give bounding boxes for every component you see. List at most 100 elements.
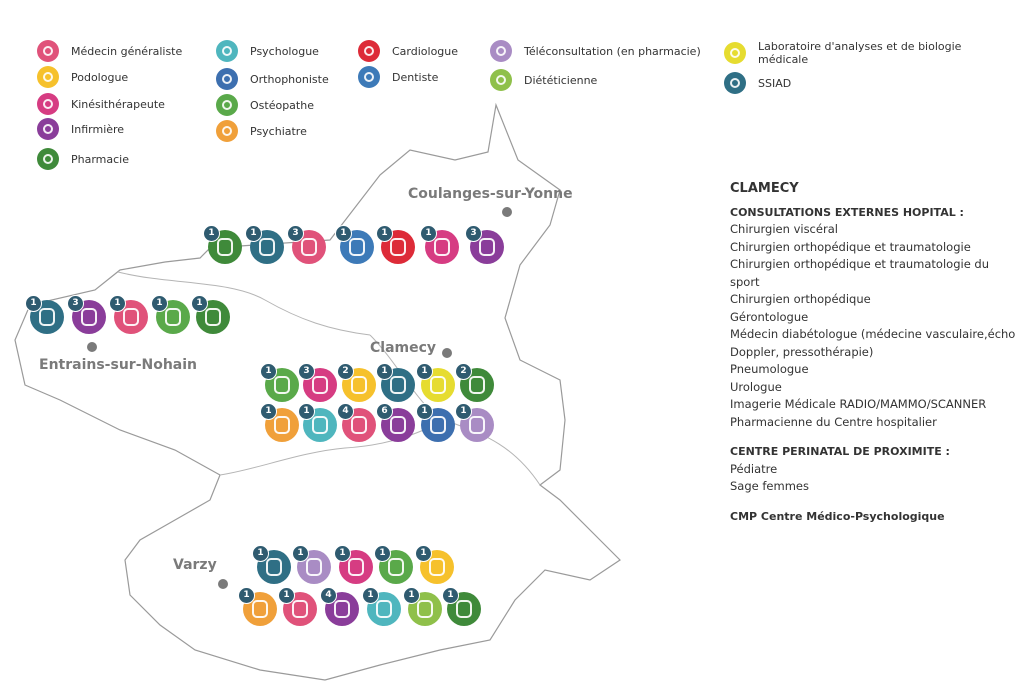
count-badge: 3 [298, 363, 315, 380]
legend-label: Cardiologue [392, 44, 459, 58]
town-label-entrains: Entrains-sur-Nohain [39, 357, 198, 373]
legend-label: Kinésithérapeute [71, 97, 165, 111]
syringe-marker: 6 [376, 403, 415, 442]
section-title-consultations: CONSULTATIONS EXTERNES HOPITAL : [730, 205, 964, 219]
legend-label: Orthophoniste [250, 72, 329, 86]
legend-label: Infirmière [71, 122, 125, 136]
count-badge: 1 [374, 545, 391, 562]
town-label-coulanges: Coulanges-sur-Yonne [408, 186, 573, 202]
house-marker: 1 [245, 225, 284, 264]
legend-item: Cardiologue [358, 40, 458, 62]
count-badge: 1 [238, 587, 255, 604]
legend-item: Kinésithérapeute [37, 93, 165, 115]
town-dot-entrains [87, 342, 97, 352]
osteopath-marker: 1 [374, 545, 413, 584]
syringe-icon [37, 118, 59, 140]
foot-icon [37, 66, 59, 88]
legend-item: Laboratoire d'analyses et de biologie mé… [724, 40, 964, 66]
head-brain-marker: 1 [260, 403, 299, 442]
legend-item: Psychologue [216, 40, 319, 62]
town-dot-clamecy [442, 348, 452, 358]
heart-icon [358, 40, 380, 62]
legend-item: Diététicienne [490, 69, 597, 91]
count-badge: 4 [337, 403, 354, 420]
count-badge: 1 [376, 225, 393, 242]
apple-marker: 1 [403, 587, 442, 626]
count-badge: 1 [25, 295, 42, 312]
count-badge: 1 [416, 363, 433, 380]
panel-list-item: Médecin diabétologue (médecine vasculair… [730, 327, 1016, 359]
count-badge: 1 [420, 225, 437, 242]
section-title-perinatal: CENTRE PERINATAL DE PROXIMITE : [730, 445, 950, 458]
panel-list-item: Chirurgien viscéral [730, 222, 838, 236]
perinatal-list: Pédiatre Sage femmes [730, 461, 1020, 496]
panel-list-item: Chirurgien orthopédique et traumatologie [730, 239, 971, 254]
section-title-cmp: CMP Centre Médico-Psychologique [730, 509, 945, 523]
pharmacy-cross-icon [37, 148, 59, 170]
count-badge: 3 [287, 225, 304, 242]
house-marker: 1 [25, 295, 64, 334]
monitor-marker: 1 [292, 545, 331, 584]
pharmacy-cross-marker: 1 [442, 587, 481, 626]
stethoscope-marker: 1 [109, 295, 148, 334]
legend-label: Médecin généraliste [71, 44, 183, 58]
stethoscope-marker: 4 [337, 403, 376, 442]
legend-item: Psychiatre [216, 120, 307, 142]
foot-marker: 2 [337, 363, 376, 402]
massage-marker: 1 [420, 225, 459, 264]
count-badge: 1 [334, 545, 351, 562]
legend-item: Podologue [37, 66, 128, 88]
legend-label: Psychiatre [250, 124, 307, 138]
heart-marker: 1 [376, 225, 415, 264]
legend-item: Dentiste [358, 66, 438, 88]
legend-item: Orthophoniste [216, 68, 329, 90]
test-tubes-icon [724, 42, 746, 64]
syringe-marker: 3 [67, 295, 106, 334]
territory-outline [14, 102, 621, 681]
count-badge: 1 [151, 295, 168, 312]
town-dot-varzy [218, 579, 228, 589]
tooth-marker: 1 [335, 225, 374, 264]
panel-list-item: Chirurgien orthopédique [730, 292, 871, 306]
count-badge: 3 [465, 225, 482, 242]
count-badge: 1 [203, 225, 220, 242]
house-icon [724, 72, 746, 94]
count-badge: 1 [376, 363, 393, 380]
house-marker: 1 [252, 545, 291, 584]
count-badge: 1 [292, 545, 309, 562]
speech-bubble-marker: 1 [298, 403, 337, 442]
massage-icon [37, 93, 59, 115]
count-badge: 1 [109, 295, 126, 312]
syringe-marker: 4 [320, 587, 359, 626]
count-badge: 1 [252, 545, 269, 562]
legend-item: SSIAD [724, 72, 791, 94]
legend-label: Laboratoire d'analyses et de biologie mé… [758, 40, 962, 66]
clamecy-info-panel: CLAMECY CONSULTATIONS EXTERNES HOPITAL :… [730, 180, 1020, 525]
panel-list-item: Chirurgien orthopédique et traumatologie… [730, 257, 990, 289]
panel-list-item: Urologue [730, 379, 782, 394]
count-badge: 1 [362, 587, 379, 604]
legend-item: Téléconsultation (en pharmacie) [490, 40, 701, 62]
count-badge: 1 [415, 545, 432, 562]
count-badge: 1 [416, 403, 433, 420]
count-badge: 1 [260, 403, 277, 420]
panel-list-item: Pneumologue [730, 362, 809, 376]
pharmacy-cross-marker: 2 [455, 363, 494, 402]
count-badge: 1 [298, 403, 315, 420]
count-badge: 3 [67, 295, 84, 312]
foot-marker: 1 [415, 545, 454, 584]
consultations-list: Chirurgien viscéral Chirurgien orthopédiq… [730, 221, 1020, 431]
legend-label: Pharmacie [71, 152, 130, 166]
count-badge: 1 [442, 587, 459, 604]
count-badge: 6 [376, 403, 393, 420]
legend-item: Ostéopathe [216, 94, 314, 116]
count-badge: 2 [337, 363, 354, 380]
apple-icon [490, 69, 512, 91]
speech-bubble-marker: 1 [362, 587, 401, 626]
count-badge: 1 [335, 225, 352, 242]
panel-title: CLAMECY [730, 181, 799, 196]
count-badge: 1 [260, 363, 277, 380]
town-label-varzy: Varzy [173, 557, 217, 573]
mouth-marker: 1 [416, 403, 455, 442]
tooth-icon [358, 66, 380, 88]
